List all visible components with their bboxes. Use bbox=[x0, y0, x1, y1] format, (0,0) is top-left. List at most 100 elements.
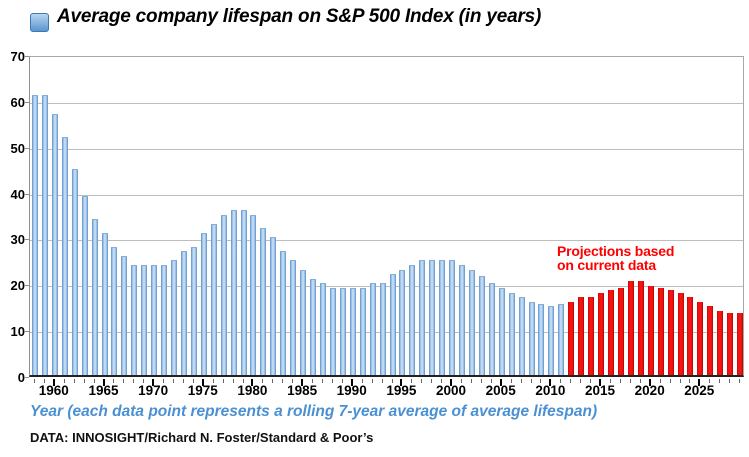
x-minor-tick bbox=[63, 379, 65, 383]
bar-2013 bbox=[578, 297, 585, 375]
bar-1970 bbox=[151, 264, 158, 375]
bar-1963 bbox=[81, 196, 88, 375]
bar-1984 bbox=[290, 260, 297, 375]
x-minor-tick bbox=[570, 379, 572, 383]
projection-annotation-line2: on current data bbox=[557, 257, 656, 273]
x-minor-tick bbox=[312, 379, 313, 383]
bar-1987 bbox=[320, 283, 326, 375]
bar-2012 bbox=[568, 301, 575, 375]
bar-2008 bbox=[528, 301, 535, 375]
bar-1982 bbox=[270, 237, 277, 375]
bar-1996 bbox=[409, 264, 416, 375]
plot-area: Projections based on current data bbox=[29, 56, 744, 377]
y-tick-mark bbox=[24, 331, 29, 333]
bar-1967 bbox=[121, 255, 128, 375]
x-minor-tick bbox=[361, 379, 363, 383]
bar-1973 bbox=[180, 251, 187, 375]
bar-1990 bbox=[349, 287, 356, 375]
x-major-tick-2025 bbox=[698, 379, 701, 386]
x-tick-label-1990: 1990 bbox=[336, 383, 367, 398]
x-minor-tick bbox=[123, 379, 125, 383]
bar-1991 bbox=[359, 287, 366, 375]
x-minor-tick bbox=[173, 379, 174, 383]
x-major-tick-2010 bbox=[549, 379, 552, 386]
bar-2017 bbox=[617, 287, 624, 375]
bar-2028 bbox=[727, 313, 734, 375]
bar-2006 bbox=[508, 292, 515, 375]
bar-1983 bbox=[280, 251, 287, 375]
bar-1958 bbox=[32, 95, 38, 375]
bar-1997 bbox=[419, 260, 426, 375]
bar-1995 bbox=[399, 269, 406, 375]
gridline-20 bbox=[30, 286, 743, 288]
x-minor-tick bbox=[441, 379, 443, 383]
x-tick-label-1985: 1985 bbox=[287, 383, 318, 398]
bar-1959 bbox=[41, 95, 48, 375]
projection-annotation: Projections based on current data bbox=[557, 244, 674, 272]
x-major-tick-1990 bbox=[350, 379, 353, 386]
x-minor-tick bbox=[490, 379, 492, 383]
y-tick-label-70: 70 bbox=[10, 49, 25, 64]
x-major-tick-1960 bbox=[52, 379, 55, 386]
x-tick-label-2020: 2020 bbox=[634, 383, 665, 398]
bar-2003 bbox=[478, 276, 485, 375]
bar-2016 bbox=[607, 290, 614, 375]
bar-2005 bbox=[498, 287, 505, 375]
bar-1989 bbox=[339, 287, 346, 375]
x-minor-tick bbox=[182, 379, 184, 383]
bar-1966 bbox=[111, 246, 118, 375]
x-minor-tick bbox=[381, 379, 383, 383]
x-minor-tick bbox=[391, 379, 393, 383]
x-minor-tick bbox=[689, 379, 691, 383]
x-minor-tick bbox=[540, 379, 542, 383]
x-minor-tick bbox=[93, 379, 95, 383]
x-minor-tick bbox=[709, 379, 711, 383]
bar-1998 bbox=[429, 260, 436, 375]
y-tick-mark bbox=[24, 377, 29, 378]
bar-1969 bbox=[141, 264, 148, 375]
x-minor-tick bbox=[470, 379, 472, 383]
x-minor-tick bbox=[530, 379, 532, 383]
y-tick-mark bbox=[24, 56, 29, 57]
y-tick-label-30: 30 bbox=[10, 232, 25, 248]
bar-1976 bbox=[210, 223, 217, 375]
x-minor-tick bbox=[232, 379, 234, 383]
x-minor-tick bbox=[520, 379, 522, 383]
x-minor-tick bbox=[371, 379, 373, 383]
x-major-tick-1980 bbox=[251, 379, 254, 386]
bar-1988 bbox=[329, 287, 336, 375]
bar-2001 bbox=[459, 264, 465, 375]
x-tick-label-1960: 1960 bbox=[38, 383, 69, 398]
bar-1979 bbox=[240, 209, 247, 375]
bar-2027 bbox=[717, 310, 724, 375]
x-minor-tick bbox=[560, 379, 562, 383]
bar-2015 bbox=[598, 292, 604, 375]
bar-2000 bbox=[449, 260, 455, 375]
x-major-tick-1970 bbox=[152, 379, 155, 386]
bar-2020 bbox=[647, 285, 654, 375]
y-tick-mark bbox=[24, 239, 29, 241]
bar-1986 bbox=[310, 278, 316, 375]
gridline-40 bbox=[30, 194, 743, 196]
x-minor-tick bbox=[222, 379, 224, 383]
x-major-tick-2000 bbox=[450, 379, 452, 386]
x-minor-tick bbox=[212, 379, 214, 383]
bar-2009 bbox=[538, 303, 545, 375]
bar-2023 bbox=[677, 292, 684, 375]
x-tick-label-2010: 2010 bbox=[535, 383, 566, 398]
x-axis-title: Year (each data point represents a rolli… bbox=[30, 403, 598, 420]
bar-2021 bbox=[657, 287, 664, 375]
bar-2025 bbox=[697, 301, 704, 375]
x-minor-tick bbox=[480, 379, 482, 383]
x-major-tick-1975 bbox=[201, 379, 204, 386]
bar-1977 bbox=[220, 214, 227, 375]
bar-1994 bbox=[389, 274, 396, 375]
bar-1985 bbox=[300, 269, 307, 375]
x-minor-tick bbox=[331, 379, 333, 383]
x-minor-tick bbox=[659, 379, 661, 383]
bar-2022 bbox=[667, 290, 674, 375]
y-tick-mark bbox=[24, 101, 29, 103]
x-major-tick-2005 bbox=[499, 379, 502, 386]
y-tick-mark bbox=[24, 285, 29, 287]
